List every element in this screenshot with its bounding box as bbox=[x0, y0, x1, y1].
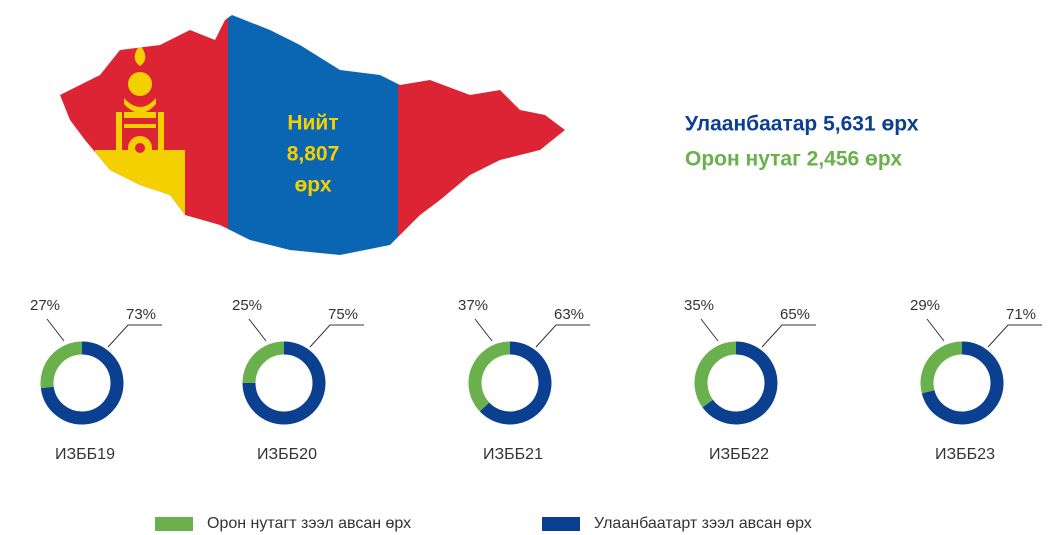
value-label: 37% bbox=[458, 297, 488, 314]
map-text: өрх bbox=[294, 174, 331, 197]
category-label: ИЗББ23 bbox=[935, 446, 995, 463]
legend-label: Улаанбаатарт зээл авсан өрх bbox=[594, 515, 812, 532]
leader-line bbox=[700, 318, 719, 342]
donut-segment bbox=[242, 341, 285, 384]
leader-line bbox=[309, 324, 364, 348]
donut-segment bbox=[242, 341, 326, 425]
map-text: Нийт bbox=[287, 112, 338, 135]
value-label: 75% bbox=[328, 306, 358, 323]
leader-line bbox=[248, 318, 267, 342]
category-label: ИЗББ22 bbox=[709, 446, 769, 463]
category-label: ИЗББ21 bbox=[483, 446, 543, 463]
donut-segment bbox=[702, 341, 778, 425]
leader-line bbox=[474, 318, 493, 342]
donut-segment bbox=[40, 341, 83, 389]
legend-swatch bbox=[542, 517, 580, 531]
map bbox=[60, 15, 565, 255]
leader-line bbox=[46, 318, 65, 342]
summary-ub: Улаанбаатар 5,631 өрх bbox=[685, 113, 919, 136]
category-label: ИЗББ19 bbox=[55, 446, 115, 463]
value-label: 25% bbox=[232, 297, 262, 314]
donut-segment bbox=[694, 341, 737, 408]
value-label: 29% bbox=[910, 297, 940, 314]
summary-rural: Орон нутаг 2,456 өрх bbox=[685, 148, 902, 171]
donut-segment bbox=[921, 341, 1004, 425]
map-text: 8,807 bbox=[287, 143, 340, 166]
value-label: 65% bbox=[780, 306, 810, 323]
value-label: 35% bbox=[684, 297, 714, 314]
donut-segment bbox=[479, 341, 552, 425]
value-label: 73% bbox=[126, 306, 156, 323]
legend-swatch bbox=[155, 517, 193, 531]
leader-line bbox=[761, 324, 816, 348]
leader-line bbox=[107, 324, 162, 348]
leader-line bbox=[535, 324, 590, 348]
donut-segment bbox=[920, 341, 963, 394]
category-label: ИЗББ20 bbox=[257, 446, 317, 463]
leader-line bbox=[987, 324, 1042, 348]
value-label: 71% bbox=[1006, 306, 1036, 323]
value-label: 27% bbox=[30, 297, 60, 314]
donut-segment bbox=[468, 341, 511, 412]
donut-segment bbox=[40, 341, 124, 425]
legend-label: Орон нутагт зээл авсан өрх bbox=[207, 515, 411, 532]
value-label: 63% bbox=[554, 306, 584, 323]
leader-line bbox=[926, 318, 945, 342]
